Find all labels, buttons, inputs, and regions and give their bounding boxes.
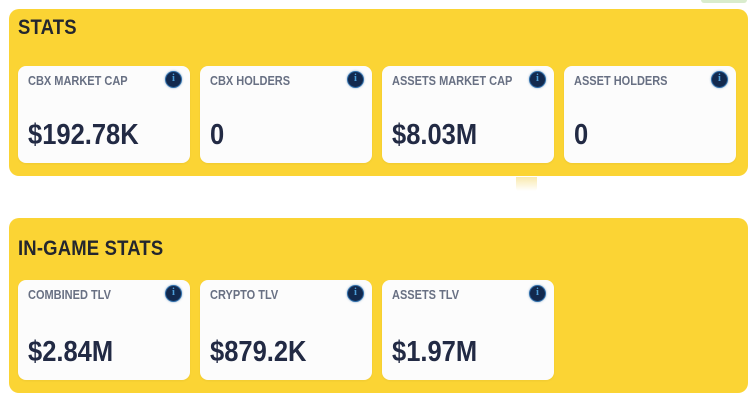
info-icon[interactable]: i bbox=[711, 71, 728, 88]
stat-value: $8.03M bbox=[392, 119, 478, 151]
stat-card-cbx-holders: CBX HOLDERS i 0 bbox=[200, 66, 372, 163]
partial-mint-element-artifact bbox=[701, 0, 747, 3]
stat-label: ASSETS MARKET CAP bbox=[392, 74, 513, 88]
stat-label: CBX MARKET CAP bbox=[28, 74, 128, 88]
stat-value: $879.2K bbox=[210, 336, 307, 368]
stat-value: $2.84M bbox=[28, 336, 114, 368]
stat-value: 0 bbox=[210, 119, 225, 151]
stat-card-asset-holders: ASSET HOLDERS i 0 bbox=[564, 66, 736, 163]
stat-value: $192.78K bbox=[28, 119, 139, 151]
stat-card-assets-tlv: ASSETS TLV i $1.97M bbox=[382, 280, 554, 380]
info-icon-glyph: i bbox=[718, 73, 721, 85]
stat-value: 0 bbox=[574, 119, 589, 151]
pale-yellow-tab-artifact bbox=[516, 177, 537, 191]
stat-label: CRYPTO TLV bbox=[210, 288, 279, 302]
stat-label: COMBINED TLV bbox=[28, 288, 111, 302]
stats-panel-title: STATS bbox=[18, 16, 85, 40]
stats-panel: STATS CBX MARKET CAP i $192.78K CBX HOLD… bbox=[9, 9, 748, 176]
in-game-stats-panel-title: IN-GAME STATS bbox=[18, 237, 183, 261]
info-icon-glyph: i bbox=[536, 73, 539, 85]
in-game-stats-panel: IN-GAME STATS COMBINED TLV i $2.84M CRYP… bbox=[9, 218, 748, 393]
info-icon[interactable]: i bbox=[529, 71, 546, 88]
stat-card-cbx-market-cap: CBX MARKET CAP i $192.78K bbox=[18, 66, 190, 163]
in-game-stats-cards-row: COMBINED TLV i $2.84M CRYPTO TLV i $879.… bbox=[18, 280, 554, 380]
stat-label: ASSETS TLV bbox=[392, 288, 460, 302]
stat-value: $1.97M bbox=[392, 336, 478, 368]
info-icon-glyph: i bbox=[172, 73, 175, 85]
info-icon-glyph: i bbox=[354, 73, 357, 85]
stat-card-assets-market-cap: ASSETS MARKET CAP i $8.03M bbox=[382, 66, 554, 163]
stat-label: ASSET HOLDERS bbox=[574, 74, 668, 88]
info-icon-glyph: i bbox=[354, 287, 357, 299]
info-icon[interactable]: i bbox=[347, 285, 364, 302]
info-icon-glyph: i bbox=[536, 287, 539, 299]
info-icon[interactable]: i bbox=[529, 285, 546, 302]
info-icon[interactable]: i bbox=[347, 71, 364, 88]
stats-panel-title-text: STATS bbox=[18, 16, 77, 39]
stat-card-crypto-tlv: CRYPTO TLV i $879.2K bbox=[200, 280, 372, 380]
stat-label: CBX HOLDERS bbox=[210, 74, 291, 88]
info-icon[interactable]: i bbox=[165, 71, 182, 88]
info-icon[interactable]: i bbox=[165, 285, 182, 302]
stat-card-combined-tlv: COMBINED TLV i $2.84M bbox=[18, 280, 190, 380]
in-game-stats-panel-title-text: IN-GAME STATS bbox=[18, 237, 164, 260]
stats-cards-row: CBX MARKET CAP i $192.78K CBX HOLDERS i … bbox=[18, 66, 736, 163]
info-icon-glyph: i bbox=[172, 287, 175, 299]
